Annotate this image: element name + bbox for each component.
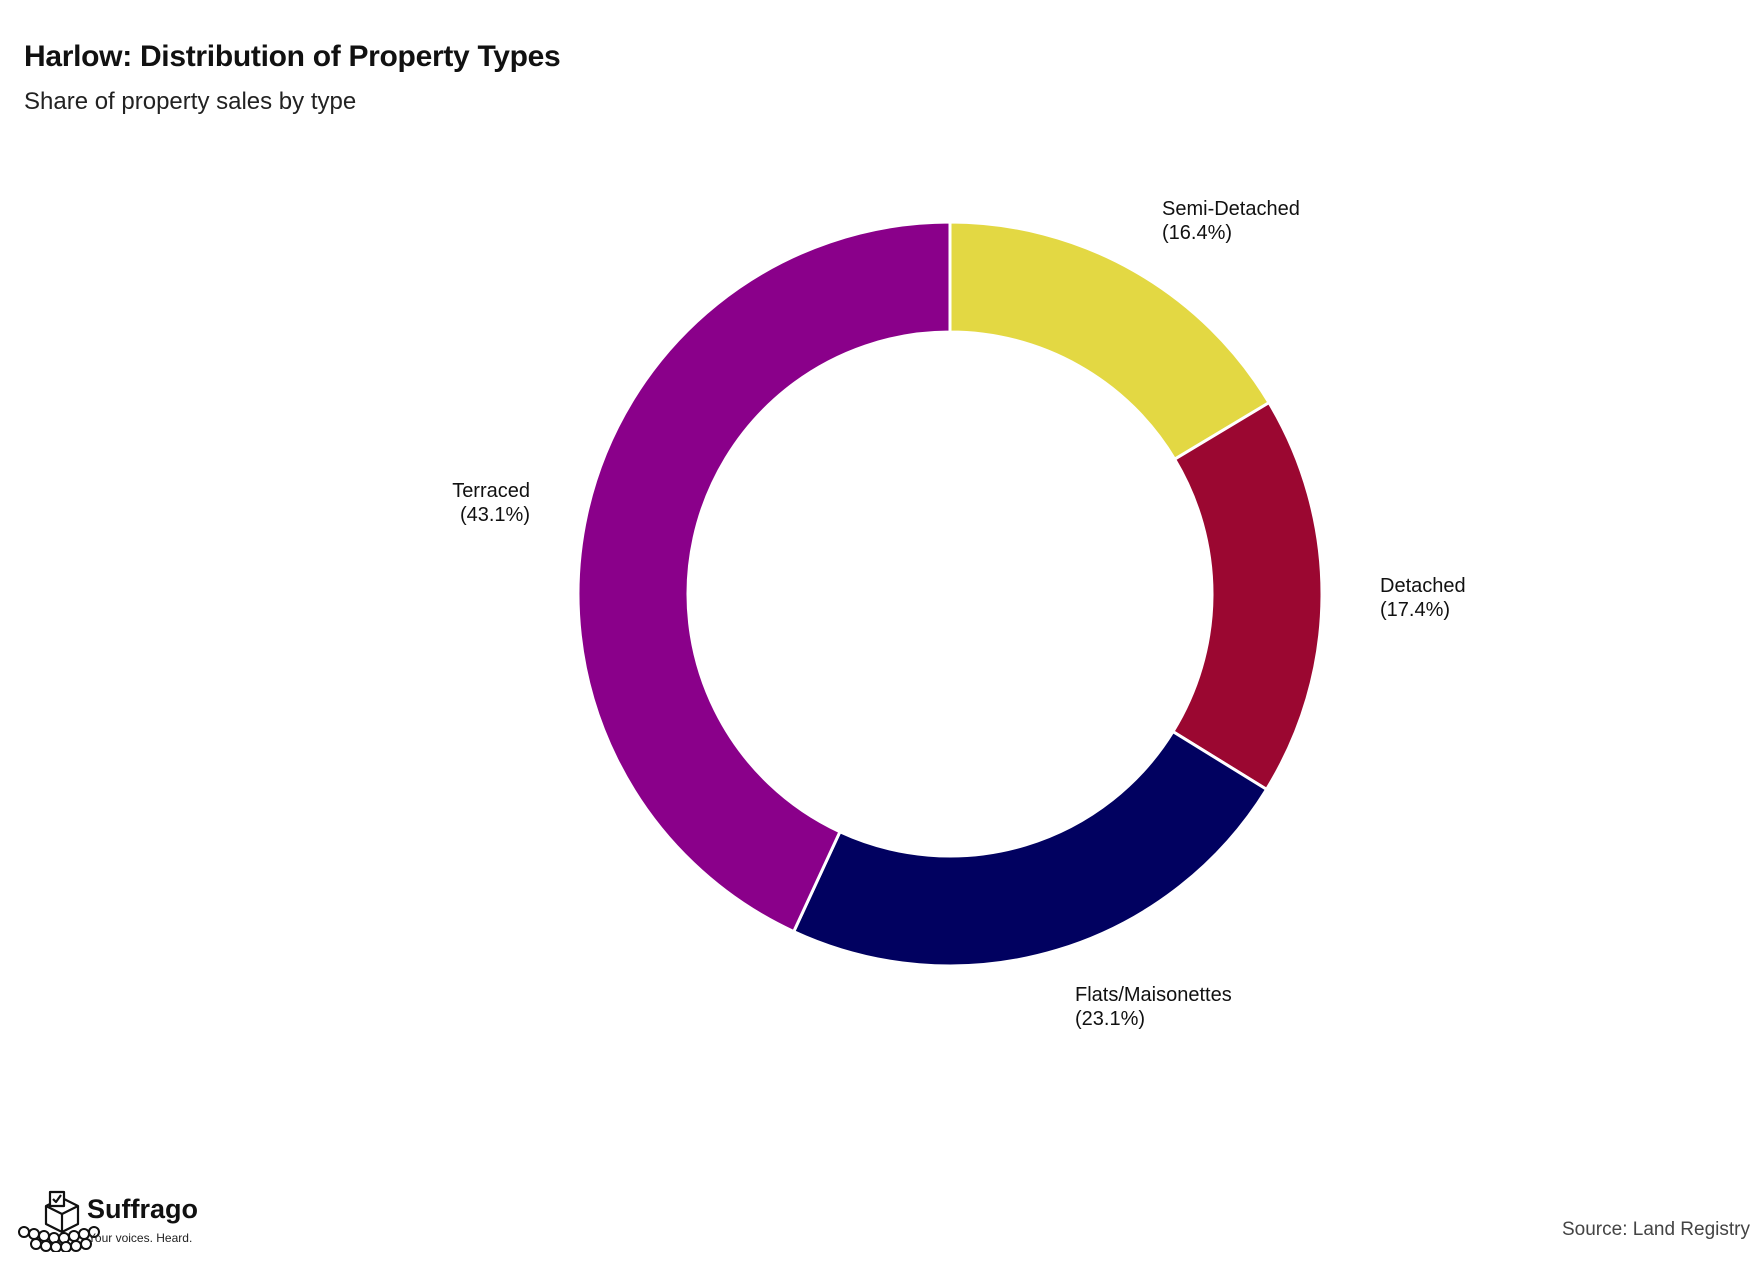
slice-label-name: Flats/Maisonettes <box>1075 984 1232 1006</box>
brand-tagline: Your voices. Heard. <box>88 1231 193 1245</box>
chart-title: Harlow: Distribution of Property Types <box>24 40 561 73</box>
slice-semi-detached <box>948 220 1272 462</box>
slice-label-flats-maisonettes: Flats/Maisonettes (23.1%) <box>1075 984 1232 1030</box>
slice-label-value: (23.1%) <box>1075 1008 1145 1030</box>
slice-flats-maisonettes <box>791 729 1269 968</box>
labels-group: Semi-Detached (16.4%) Detached (17.4%) Flats… <box>452 198 1465 1030</box>
chart-subtitle: Share of property sales by type <box>24 88 357 115</box>
slice-label-name: Terraced <box>452 480 530 502</box>
source-note: Source: Land Registry <box>1562 1219 1750 1240</box>
slice-label-terraced: Terraced (43.1%) <box>452 480 530 526</box>
slice-label-value: (16.4%) <box>1162 222 1232 244</box>
slice-label-detached: Detached (17.4%) <box>1380 575 1466 621</box>
brand-name: Suffrago <box>87 1194 198 1224</box>
slice-label-value: (43.1%) <box>460 504 530 526</box>
slice-label-name: Semi-Detached <box>1162 198 1300 220</box>
ballot-box-crowd-icon <box>18 1190 100 1252</box>
slice-label-value: (17.4%) <box>1380 599 1450 621</box>
slice-label-semi-detached: Semi-Detached (16.4%) <box>1162 198 1300 244</box>
slice-terraced <box>576 220 952 934</box>
slices-group <box>576 220 1324 968</box>
slice-detached <box>1170 400 1324 792</box>
slice-label-name: Detached <box>1380 575 1466 597</box>
